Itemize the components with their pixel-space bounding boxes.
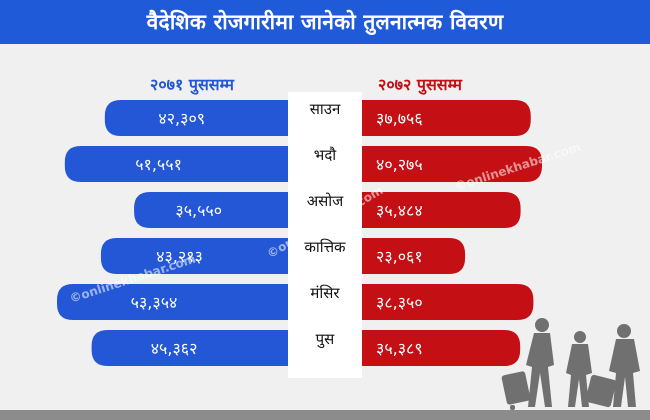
bar-2072 bbox=[362, 146, 542, 182]
bar-2071 bbox=[64, 146, 289, 182]
bar-2071 bbox=[100, 238, 288, 274]
bar-2071 bbox=[104, 100, 288, 136]
bar-2072 bbox=[362, 238, 466, 274]
bar-label-2071: ४५,३६२ bbox=[151, 339, 198, 358]
bar-2072 bbox=[362, 330, 521, 366]
bar-label-2072: ३७,७५६ bbox=[376, 109, 423, 128]
bar-label-2072: ३८,३५० bbox=[376, 293, 423, 312]
bar-label-2072: २३,०६१ bbox=[376, 247, 423, 266]
bar-label-2071: ५३,३५४ bbox=[131, 293, 178, 312]
bar-2072 bbox=[362, 100, 531, 136]
bar-2071 bbox=[57, 284, 288, 320]
bar-label-2072: ३५,३८९ bbox=[376, 339, 423, 358]
chart-title: वैदेशिक रोजगारीमा जानेको तुलनात्मक विवरण bbox=[0, 0, 650, 44]
bar-label-2071: ५१,५५१ bbox=[135, 155, 182, 174]
category-label: साउन bbox=[310, 100, 341, 118]
category-label: भदौ bbox=[314, 146, 338, 164]
bar-label-2071: ४३,२१३ bbox=[156, 247, 203, 266]
bar-2071 bbox=[91, 330, 288, 366]
bar-label-2071: ३५,५५० bbox=[175, 201, 222, 220]
category-label: पुस bbox=[316, 330, 336, 349]
category-label: मंसिर bbox=[310, 284, 340, 302]
category-column bbox=[288, 92, 362, 378]
bar-label-2071: ४२,३०९ bbox=[158, 109, 205, 128]
legend-left-series: २०७१ पुससम्म bbox=[150, 75, 234, 94]
footer-divider bbox=[0, 410, 650, 420]
category-label: कात्तिक bbox=[304, 238, 346, 256]
category-label: असोज bbox=[307, 192, 344, 210]
bar-2072 bbox=[362, 284, 534, 320]
bar-label-2072: ४०,२७५ bbox=[376, 155, 423, 174]
travellers-silhouette-icon bbox=[501, 318, 640, 410]
legend-right-series: २०७२ पुससम्म bbox=[378, 75, 462, 94]
bar-2072 bbox=[362, 192, 521, 228]
bar-label-2072: ३५,४८४ bbox=[376, 201, 423, 220]
bar-2071 bbox=[134, 192, 288, 228]
